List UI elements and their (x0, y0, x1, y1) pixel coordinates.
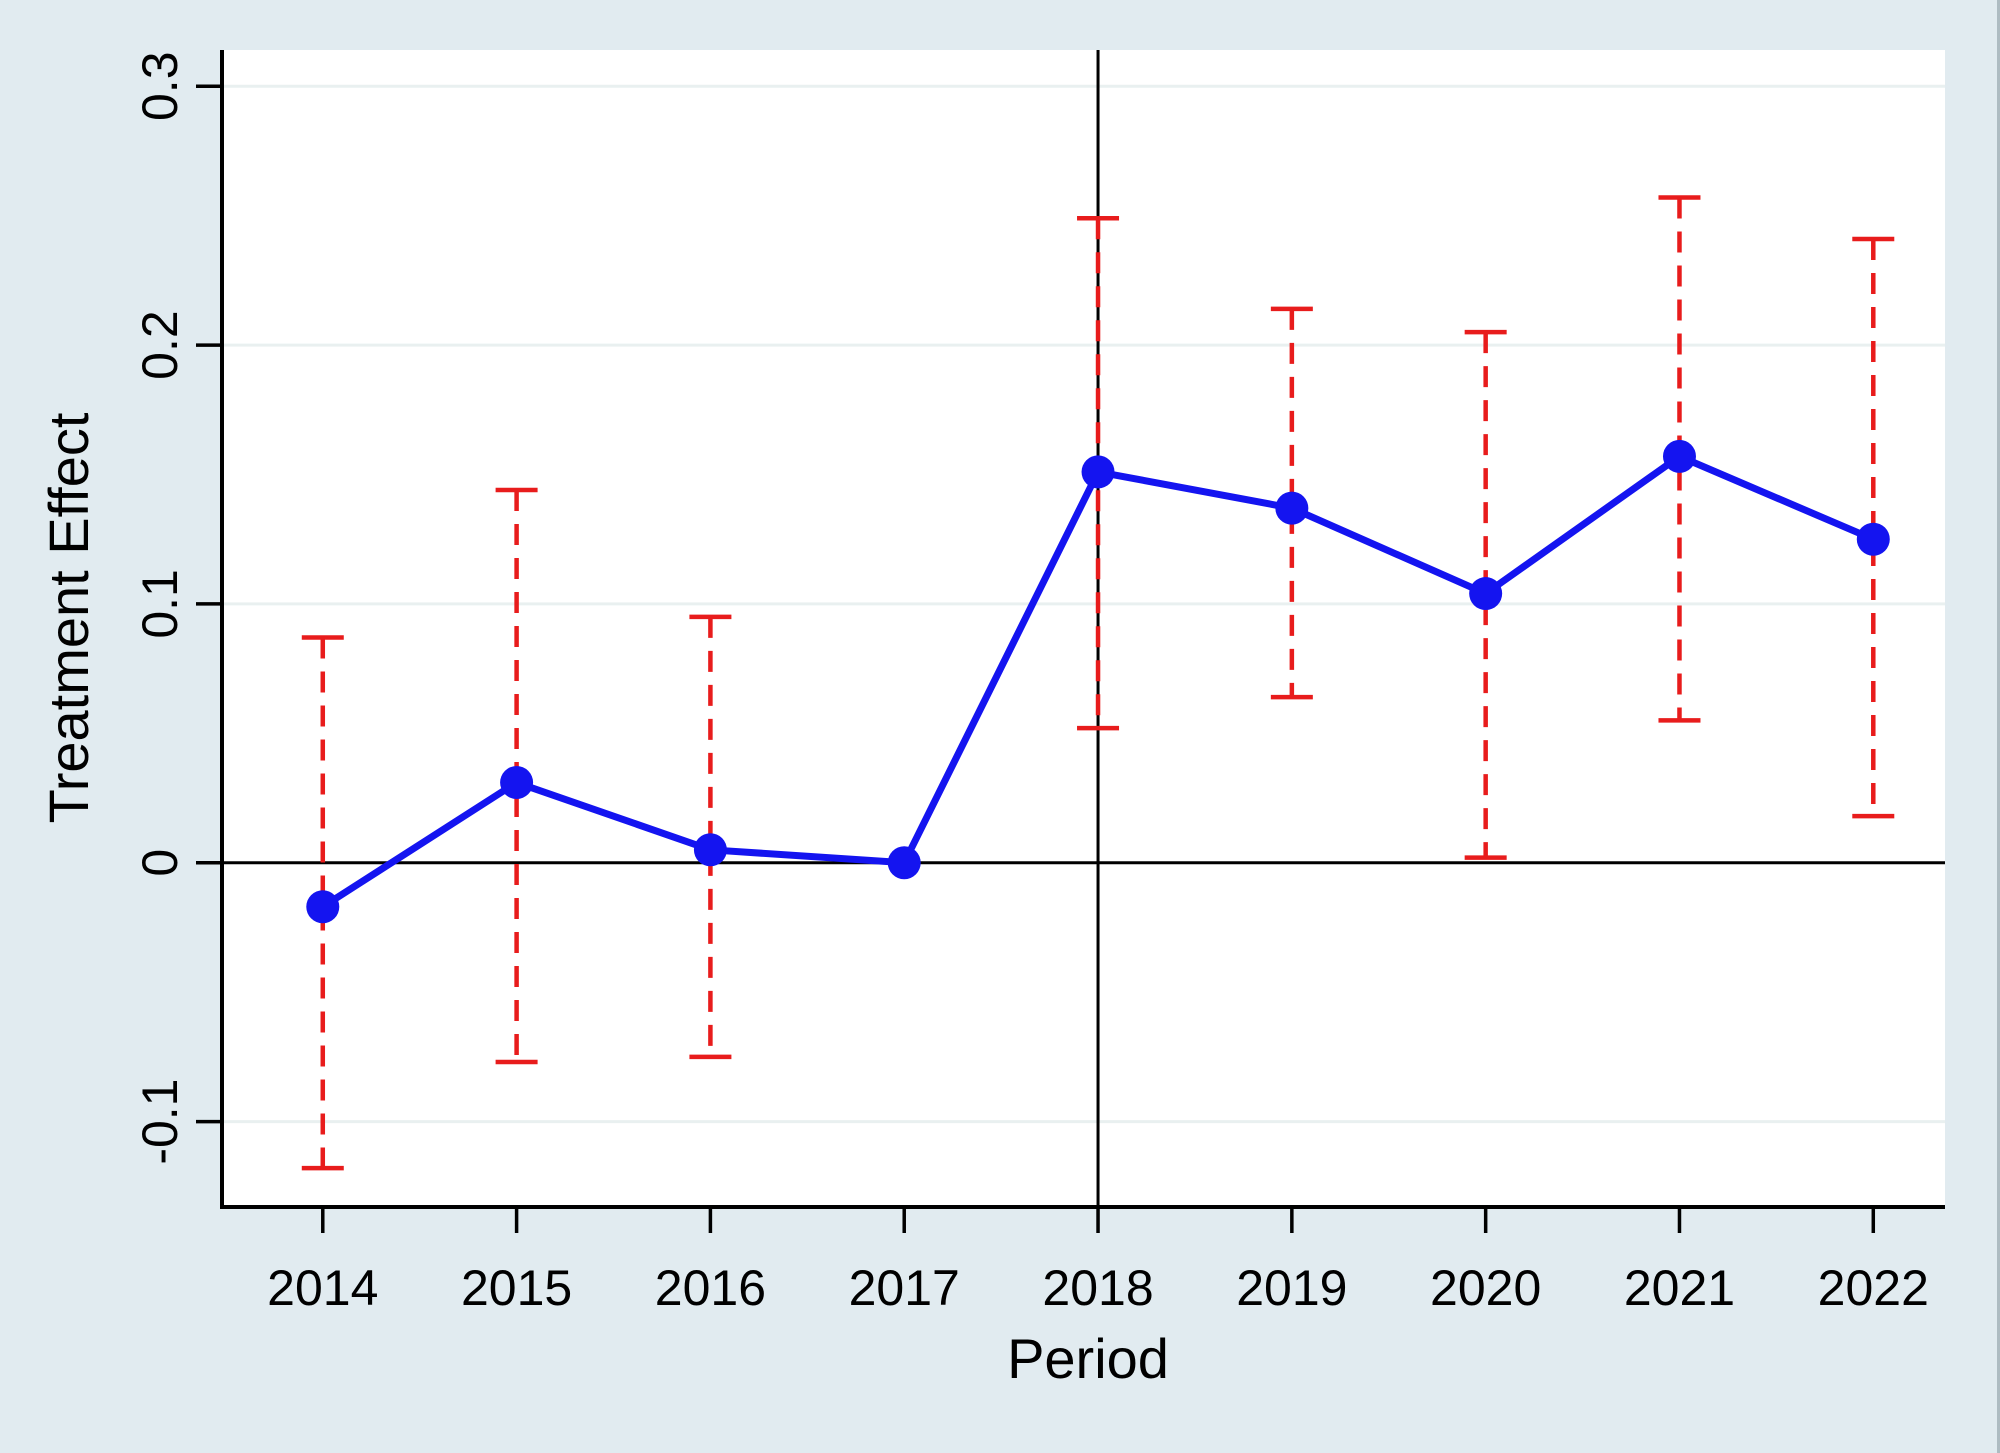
estimate-point (1856, 522, 1890, 556)
estimate-point (1662, 439, 1696, 473)
estimate-point (306, 890, 340, 924)
ci-error-bar (301, 635, 344, 1171)
estimate-point (500, 766, 534, 800)
x-tick-label: 2017 (849, 1260, 960, 1316)
y-tick-label: 0.1 (132, 569, 188, 639)
x-tick-label: 2016 (655, 1260, 766, 1316)
x-tick-label: 2014 (267, 1260, 378, 1316)
plot-area (222, 50, 1945, 1207)
x-tick-label: 2018 (1042, 1260, 1153, 1316)
estimate-point (693, 833, 727, 867)
y-tick-label: 0.3 (132, 51, 188, 121)
estimate-point (1275, 491, 1309, 525)
x-tick-label: 2021 (1624, 1260, 1735, 1316)
y-tick-label: -0.1 (132, 1078, 188, 1164)
ci-error-bar (1464, 329, 1507, 860)
estimate-point (1081, 455, 1115, 489)
estimate-point (887, 846, 921, 880)
estimate-points-layer (306, 439, 1890, 924)
x-axis-title: Period (1007, 1327, 1169, 1390)
x-tick-label: 2022 (1818, 1260, 1929, 1316)
estimate-point (1469, 577, 1503, 611)
axes-layer (196, 50, 1945, 1233)
x-tick-label: 2020 (1430, 1260, 1541, 1316)
y-tick-label: 0 (132, 849, 188, 877)
x-tick-label: 2015 (461, 1260, 572, 1316)
x-tick-label: 2019 (1236, 1260, 1347, 1316)
tick-labels-layer: 0.3 0.2 0.1 0 -0.1 2014 2015 2016 2017 2018 2019 20… (132, 51, 1929, 1316)
ci-error-bar (1658, 195, 1701, 723)
ci-error-bar (1270, 306, 1313, 700)
y-tick-label: 0.2 (132, 310, 188, 380)
y-axis-title: Treatment Effect (37, 412, 100, 823)
gridlines-layer (222, 84, 1945, 1124)
